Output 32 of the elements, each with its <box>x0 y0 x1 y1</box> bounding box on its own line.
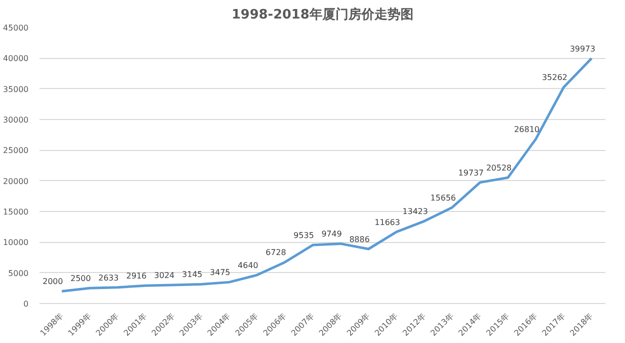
data-label: 9535 <box>294 231 314 240</box>
data-label: 2633 <box>98 273 119 282</box>
data-label: 3024 <box>154 270 175 280</box>
y-tick-label: 10000 <box>3 238 29 248</box>
data-label: 2916 <box>126 272 147 281</box>
data-label: 4640 <box>238 261 258 270</box>
data-label: 26810 <box>514 125 540 134</box>
data-label: 15656 <box>430 193 456 202</box>
y-tick-label: 15000 <box>3 208 29 216</box>
data-label: 19737 <box>458 168 484 178</box>
data-label: 20528 <box>486 164 512 173</box>
data-label: 8886 <box>349 235 370 244</box>
y-tick-label: 0 <box>23 300 29 308</box>
data-label: 39973 <box>570 44 596 54</box>
chart-title: 1998-2018年厦门房价走势图 <box>232 6 414 22</box>
y-tick-label: 5000 <box>8 268 28 278</box>
data-label: 11663 <box>374 218 400 227</box>
y-tick-label: 20000 <box>3 176 29 186</box>
data-label: 3145 <box>182 270 202 280</box>
y-tick-label: 30000 <box>3 116 29 124</box>
line-series <box>60 57 593 292</box>
y-tick-label: 45000 <box>3 24 29 32</box>
y-tick-label: 25000 <box>3 146 29 156</box>
data-label: 2500 <box>70 274 91 284</box>
y-tick-label: 40000 <box>3 54 29 64</box>
data-label: 9749 <box>321 230 342 239</box>
data-label: 3475 <box>210 268 230 278</box>
y-tick-label: 35000 <box>3 84 29 94</box>
data-label: 13423 <box>402 207 428 216</box>
data-label: 35262 <box>542 73 568 82</box>
data-label: 6728 <box>266 248 286 258</box>
data-label: 2000 <box>42 277 63 286</box>
